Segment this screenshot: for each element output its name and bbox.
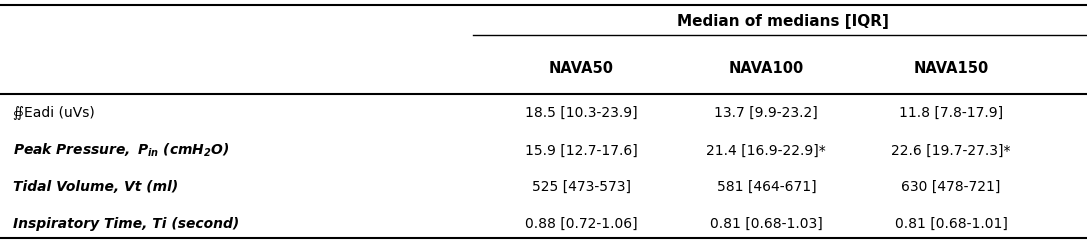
Text: NAVA50: NAVA50	[549, 61, 614, 76]
Text: NAVA150: NAVA150	[913, 61, 989, 76]
Text: NAVA100: NAVA100	[728, 61, 804, 76]
Text: 11.8 [7.8-17.9]: 11.8 [7.8-17.9]	[899, 106, 1003, 120]
Text: 18.5 [10.3-23.9]: 18.5 [10.3-23.9]	[525, 106, 638, 120]
Text: 22.6 [19.7-27.3]*: 22.6 [19.7-27.3]*	[891, 144, 1011, 158]
Text: 525 [473-573]: 525 [473-573]	[532, 180, 632, 194]
Text: $\bfit{Peak\ Pressure,\ P_{in}\ (cmH_2O)}$: $\bfit{Peak\ Pressure,\ P_{in}\ (cmH_2O)…	[13, 142, 229, 159]
Text: 0.81 [0.68-1.01]: 0.81 [0.68-1.01]	[895, 217, 1008, 231]
Text: ∯Eadi (uVs): ∯Eadi (uVs)	[13, 106, 95, 120]
Text: 13.7 [9.9-23.2]: 13.7 [9.9-23.2]	[714, 106, 819, 120]
Text: Median of medians [IQR]: Median of medians [IQR]	[677, 14, 888, 29]
Text: 0.88 [0.72-1.06]: 0.88 [0.72-1.06]	[525, 217, 638, 231]
Text: Tidal Volume, Vt (ml): Tidal Volume, Vt (ml)	[13, 180, 178, 194]
Text: 15.9 [12.7-17.6]: 15.9 [12.7-17.6]	[525, 144, 638, 158]
Text: 581 [464-671]: 581 [464-671]	[716, 180, 816, 194]
Text: 630 [478-721]: 630 [478-721]	[901, 180, 1001, 194]
Text: 21.4 [16.9-22.9]*: 21.4 [16.9-22.9]*	[707, 144, 826, 158]
Text: 0.81 [0.68-1.03]: 0.81 [0.68-1.03]	[710, 217, 823, 231]
Text: Inspiratory Time, Ti (second): Inspiratory Time, Ti (second)	[13, 217, 239, 231]
